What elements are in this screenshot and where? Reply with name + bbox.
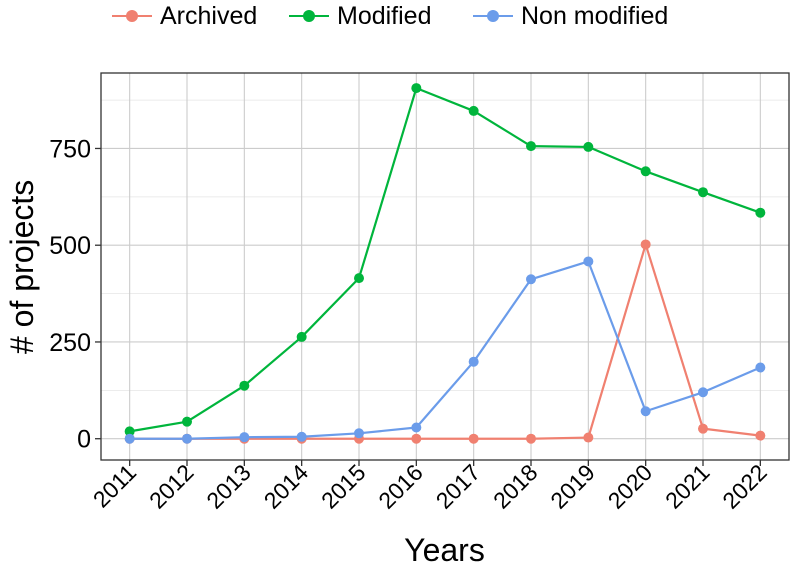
- data-point: [583, 432, 594, 443]
- legend-key-archived: [112, 6, 152, 26]
- data-point: [698, 387, 708, 398]
- legend-item-archived: Archived: [112, 0, 257, 32]
- x-tick-label: 2016: [373, 459, 428, 514]
- legend-key-non-modified: [473, 6, 513, 26]
- legend-label-modified: Modified: [337, 1, 432, 30]
- data-point: [124, 433, 135, 444]
- legend-key-modified: [289, 6, 329, 26]
- data-point: [583, 141, 594, 152]
- x-tick-label: 2011: [88, 459, 141, 512]
- y-tick-label: 250: [49, 329, 91, 357]
- x-tick-label: 2014: [259, 459, 314, 514]
- data-point: [239, 432, 250, 443]
- data-point: [526, 433, 536, 444]
- data-point: [182, 416, 192, 427]
- data-point: [640, 406, 651, 417]
- series-line: [129, 260, 761, 440]
- legend-label-non-modified: Non modified: [521, 1, 669, 30]
- data-point: [411, 83, 422, 94]
- data-point: [124, 426, 135, 437]
- data-point: [640, 166, 651, 177]
- data-point: [583, 256, 594, 267]
- x-tick-label: 2017: [431, 459, 486, 514]
- x-tick-label: 2020: [603, 459, 658, 514]
- data-point: [755, 362, 766, 373]
- data-point: [296, 331, 307, 342]
- y-tick-label: 0: [77, 426, 91, 454]
- x-tick-label: 2018: [488, 459, 543, 514]
- data-point: [468, 105, 479, 116]
- data-point: [411, 433, 422, 444]
- y-tick-label: 500: [49, 232, 91, 260]
- legend-label-archived: Archived: [160, 1, 258, 30]
- data-point: [640, 239, 651, 250]
- legend-item-modified: Modified: [289, 0, 432, 32]
- data-point: [755, 207, 766, 218]
- data-point: [182, 433, 192, 444]
- x-tick-label: 2013: [201, 459, 256, 514]
- plot-panel-border: [100, 72, 790, 461]
- data-point: [354, 273, 364, 284]
- data-point: [411, 422, 422, 433]
- data-point: [468, 356, 479, 367]
- data-point: [698, 423, 708, 434]
- legend: Archived Modified Non modified: [0, 0, 791, 36]
- data-point: [468, 433, 479, 444]
- series-line: [129, 86, 761, 433]
- data-point: [526, 141, 536, 152]
- data-point: [296, 431, 307, 442]
- x-axis-title: Years: [404, 532, 485, 568]
- data-point: [239, 380, 250, 391]
- x-tick-label: 2012: [144, 459, 199, 514]
- series-line: [129, 243, 761, 440]
- x-tick-label: 2019: [545, 459, 600, 514]
- y-tick-label: 750: [49, 135, 91, 163]
- x-tick-label: 2022: [717, 459, 772, 514]
- data-point: [526, 274, 536, 285]
- x-tick-label: 2015: [316, 459, 371, 514]
- data-point: [755, 430, 766, 441]
- data-point: [354, 428, 364, 439]
- data-point: [698, 187, 708, 198]
- x-tick-label: 2021: [660, 459, 715, 514]
- legend-item-non-modified: Non modified: [473, 0, 668, 32]
- y-axis-title: # of projects: [4, 179, 40, 354]
